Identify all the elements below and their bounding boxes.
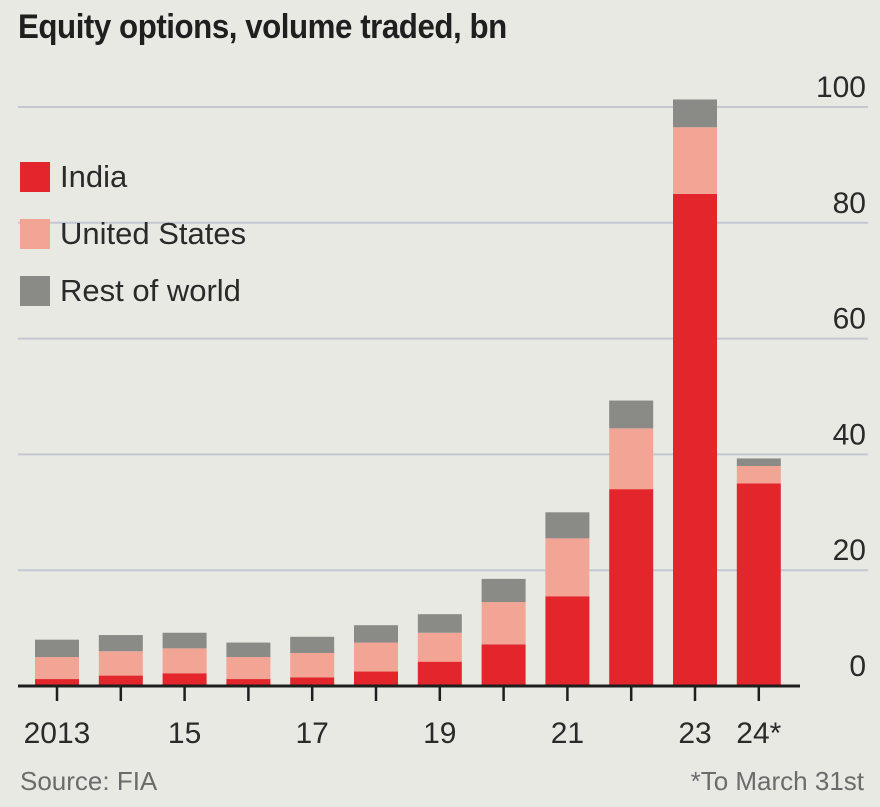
bar-rest-of-world-2016 <box>226 642 271 658</box>
bar-rest-of-world-2017 <box>290 636 335 653</box>
footnote: *To March 31st <box>690 766 864 796</box>
bar-united-states-2019 <box>417 632 462 662</box>
legend-item-united-states: United States <box>20 205 246 262</box>
y-tick-label-100: 100 <box>816 71 866 104</box>
bar-united-states-2021 <box>545 538 590 597</box>
y-axis-labels: 0 20 40 60 80 100 <box>816 71 866 683</box>
x-tick-label-2017: 17 <box>296 717 329 750</box>
bar-united-states-2020 <box>481 602 526 645</box>
y-tick-label-40: 40 <box>833 418 866 451</box>
bar-india-2018 <box>354 671 398 686</box>
legend-swatch-united-states <box>20 218 50 249</box>
x-tick-label-2013: 2013 <box>24 717 91 750</box>
x-tick-label-2021: 21 <box>551 717 584 750</box>
x-tick-label-2015: 15 <box>168 717 201 750</box>
source-note: Source: FIA <box>20 766 158 796</box>
bar-rest-of-world-2023 <box>673 99 717 128</box>
y-tick-label-80: 80 <box>833 187 866 220</box>
y-tick-label-60: 60 <box>833 303 866 336</box>
bar-rest-of-world-2021 <box>545 512 590 539</box>
legend-swatch-rest-of-world <box>20 275 50 306</box>
bar-united-states-2014 <box>98 651 143 676</box>
y-tick-label-0: 0 <box>849 650 866 683</box>
x-tick-label-2019: 19 <box>423 717 456 750</box>
bars <box>35 99 781 686</box>
bar-india-2015 <box>162 673 207 686</box>
bar-india-2023 <box>673 193 717 686</box>
bar-rest-of-world-2020 <box>481 578 526 603</box>
bar-rest-of-world-2019 <box>417 614 462 633</box>
bar-india-2019 <box>417 661 462 686</box>
bar-rest-of-world-2015 <box>162 632 207 649</box>
bar-india-2016 <box>226 679 271 686</box>
bar-india-2017 <box>290 677 335 686</box>
legend-label-united-states: United States <box>60 215 247 251</box>
bar-india-2021 <box>545 596 590 686</box>
bar-united-states-2016 <box>226 657 271 680</box>
legend: India United States Rest of world <box>20 148 246 319</box>
bar-rest-of-world-2013 <box>35 639 79 658</box>
x-tick-label-2023: 23 <box>678 717 711 750</box>
x-tick-label-2024: 24* <box>736 717 781 750</box>
bar-india-2013 <box>35 679 79 686</box>
bar-india-2024 <box>736 483 781 686</box>
bar-rest-of-world-2024 <box>736 458 781 466</box>
bar-rest-of-world-2014 <box>98 635 143 652</box>
bar-united-states-2017 <box>290 652 335 678</box>
legend-label-india: India <box>60 158 128 194</box>
legend-label-rest-of-world: Rest of world <box>60 272 241 308</box>
bar-india-2014 <box>98 675 143 686</box>
bar-united-states-2023 <box>673 127 717 194</box>
y-tick-label-20: 20 <box>833 534 866 567</box>
bar-rest-of-world-2022 <box>609 400 654 429</box>
bar-united-states-2022 <box>609 428 654 490</box>
legend-item-india: India <box>20 148 246 205</box>
bar-united-states-2013 <box>35 657 79 680</box>
bar-united-states-2015 <box>162 648 207 674</box>
bar-rest-of-world-2018 <box>354 625 398 643</box>
chart-title: Equity options, volume traded, bn <box>18 8 507 46</box>
bar-united-states-2018 <box>354 642 398 672</box>
bar-india-2022 <box>609 489 654 686</box>
bar-india-2020 <box>481 644 526 686</box>
x-axis: 2013 15 17 19 21 23 24* <box>18 684 800 750</box>
legend-item-rest-of-world: Rest of world <box>20 262 246 319</box>
gridlines <box>18 106 868 572</box>
legend-swatch-india <box>20 161 50 192</box>
bar-united-states-2024 <box>736 465 781 484</box>
